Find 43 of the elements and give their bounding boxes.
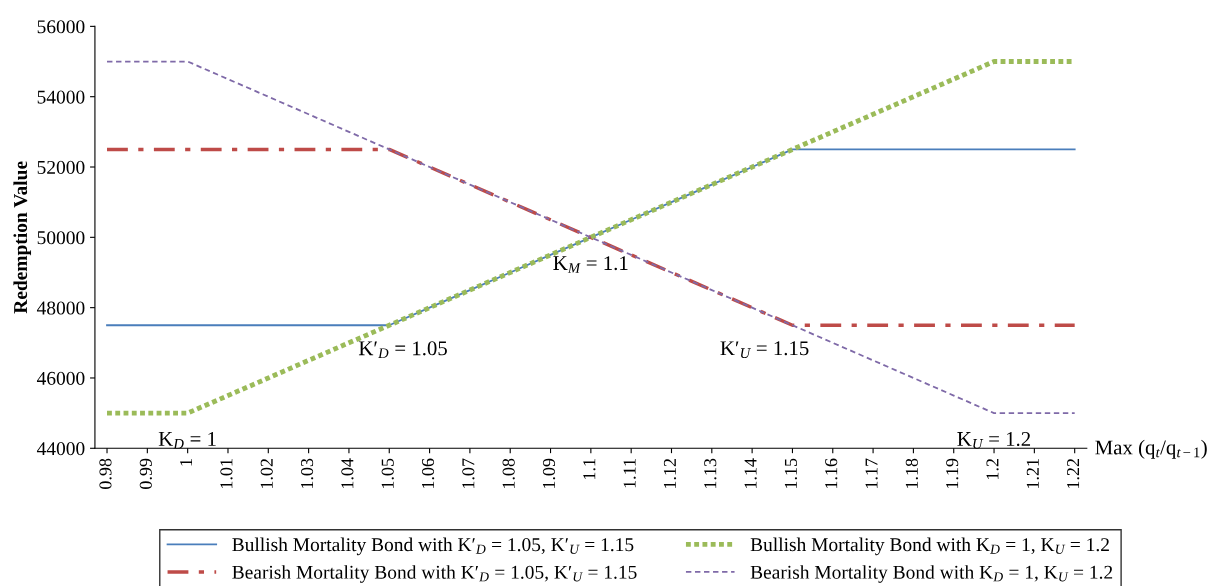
legend-label: Bullish Mortality Bond with K$_{D}$ = 1, K$_{U}$ = 1.2 — [750, 537, 1109, 556]
x-tick-label: 1.22 — [1067, 459, 1080, 489]
x-tick-label: 1 — [180, 459, 192, 466]
annotation: K$_{D}$ = 1 — [158, 431, 216, 449]
x-tick-label: 1.01 — [220, 459, 233, 489]
x-tick-label: 1.05 — [381, 458, 394, 489]
legend-label: Bearish Mortality Bond with K$_{D}$ = 1, K$_{U}$ = 1.2 — [750, 565, 1113, 583]
x-tick-label: 1.14 — [744, 458, 757, 489]
x-tick-label: 1.12 — [663, 459, 677, 489]
x-tick-label: 1.02 — [260, 459, 273, 489]
x-tick-label: 1.04 — [341, 458, 354, 489]
y-tick-label: 48000 — [36, 301, 85, 315]
x-tick-label: 1.19 — [946, 458, 959, 489]
y-axis-title: Redemption Value — [13, 161, 32, 314]
x-tick-label: 1.1 — [583, 459, 596, 479]
y-tick-label: 50000 — [37, 231, 85, 245]
x-tick-label: 1.08 — [502, 458, 515, 489]
x-axis-title: Max (q$_{t}$/q$_{t−1}$) — [1095, 439, 1207, 459]
x-tick-label: 1.18 — [905, 458, 919, 489]
legend-label: Bearish Mortality Bond with K′$_{D}$ = 1.05, K′$_{U}$ = 1.15 — [232, 565, 637, 583]
annotation: K$_{U}$ = 1.2 — [957, 431, 1031, 449]
x-tick-label: 1.03 — [300, 458, 314, 489]
y-tick-label: 44000 — [36, 442, 85, 456]
annotation: K$_{M}$ = 1.1 — [553, 256, 628, 273]
annotation: K′$_{U}$ = 1.15 — [720, 341, 809, 359]
x-tick-label: 1.2 — [986, 459, 999, 479]
x-tick-label: 1.15 — [784, 458, 798, 489]
x-tick-label: 1.06 — [421, 458, 435, 489]
annotation: K′$_{D}$ = 1.05 — [358, 341, 447, 359]
x-tick-label: 1.07 — [462, 458, 475, 489]
y-tick-label: 52000 — [37, 160, 85, 174]
x-tick-label: 1.11 — [623, 459, 636, 488]
x-tick-label: 0.99 — [139, 458, 152, 489]
y-tick-label: 56000 — [37, 20, 85, 34]
x-tick-label: 1.13 — [704, 458, 717, 489]
x-tick-label: 1.21 — [1026, 459, 1039, 489]
x-tick-label: 0.98 — [99, 458, 112, 489]
x-tick-label: 1.17 — [865, 458, 878, 489]
x-tick-label: 1.09 — [542, 458, 556, 489]
legend-label: Bullish Mortality Bond with K′$_{D}$ = 1.05, K′$_{U}$ = 1.15 — [232, 537, 634, 556]
y-tick-label: 54000 — [37, 90, 85, 104]
y-tick-label: 46000 — [36, 371, 85, 385]
x-tick-label: 1.16 — [825, 458, 838, 489]
